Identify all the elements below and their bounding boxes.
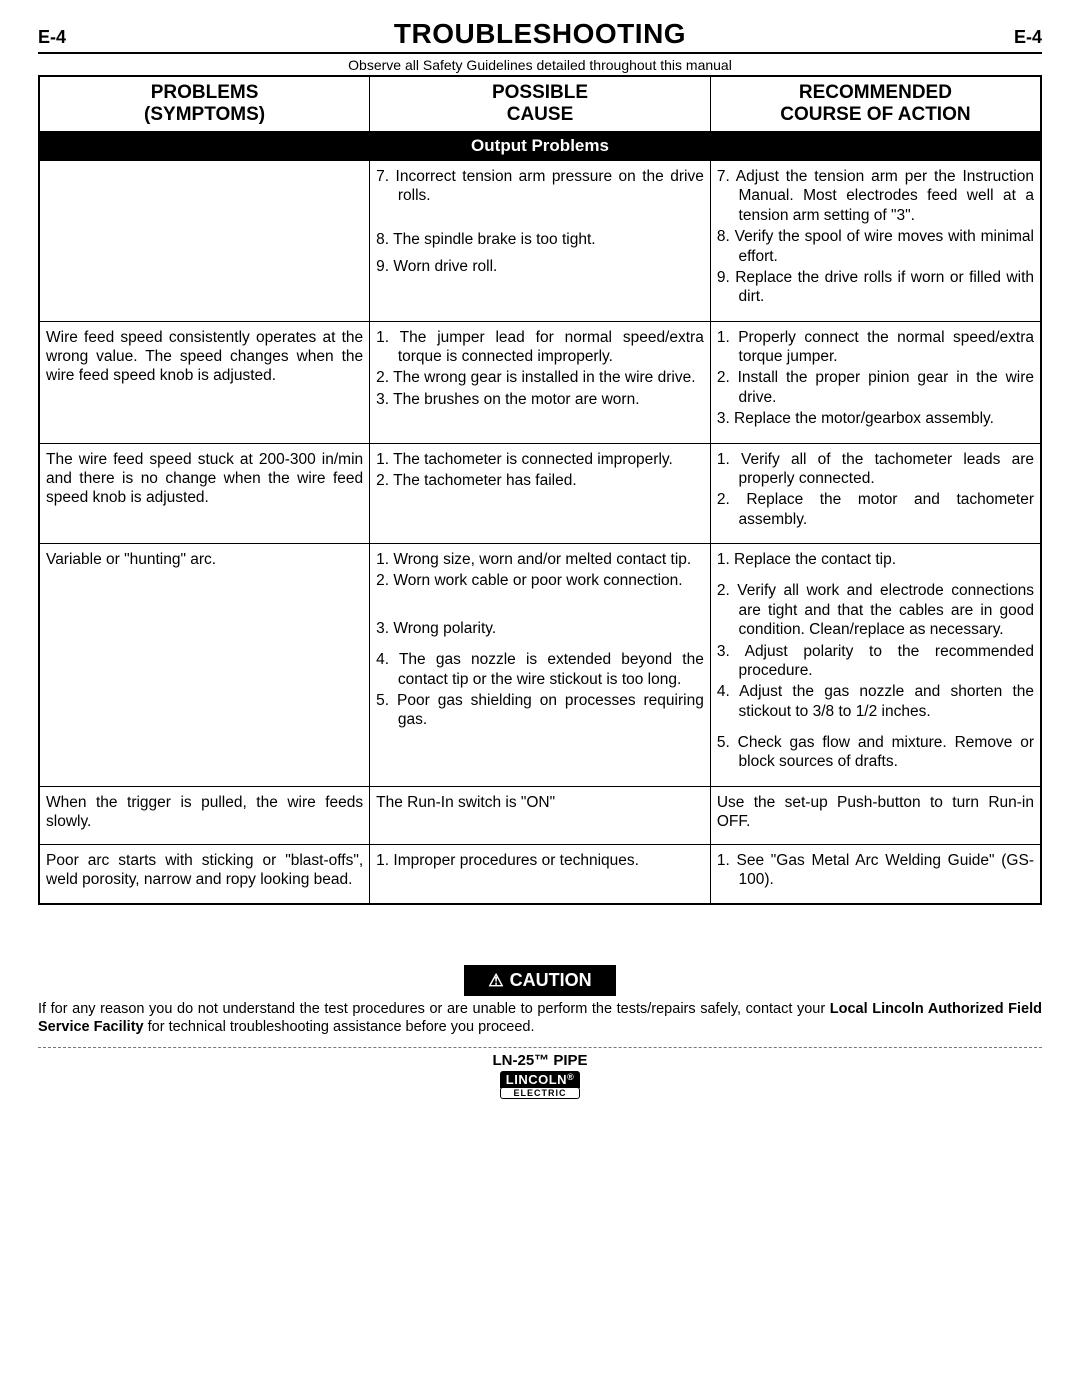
col-header-cause: POSSIBLE CAUSE	[370, 76, 711, 132]
action-item: 3. Replace the motor/gearbox assembly.	[717, 409, 1034, 428]
col-header-action-l1: RECOMMENDED	[799, 82, 952, 103]
col-header-problems: PROBLEMS (SYMPTOMS)	[39, 76, 370, 132]
col-header-action-l2: COURSE OF ACTION	[780, 104, 970, 125]
action-item: 2. Install the proper pinion gear in the…	[717, 368, 1034, 407]
cause-cell: 7. Incorrect tension arm pressure on the…	[370, 161, 711, 322]
cause-cell: The Run-In switch is "ON"	[370, 786, 711, 844]
action-cell: 1. See "Gas Metal Arc Welding Guide" (GS…	[710, 844, 1041, 904]
cause-item: 1. Wrong size, worn and/or melted contac…	[376, 550, 704, 569]
table-row: The wire feed speed stuck at 200-300 in/…	[39, 443, 1041, 544]
symptom-cell: Wire feed speed consistently operates at…	[39, 321, 370, 443]
page-number-right: E-4	[1014, 27, 1042, 52]
action-item: 4. Adjust the gas nozzle and shorten the…	[717, 682, 1034, 721]
action-item: 1. Replace the contact tip.	[717, 550, 1034, 569]
action-cell: Use the set-up Push-button to turn Run-i…	[710, 786, 1041, 844]
action-cell: 1. Replace the contact tip. 2. Verify al…	[710, 544, 1041, 787]
cause-item: 1. The tachometer is connected improperl…	[376, 450, 704, 469]
action-item: 3. Adjust polarity to the recommended pr…	[717, 642, 1034, 681]
action-cell: 1. Verify all of the tachometer leads ar…	[710, 443, 1041, 544]
cause-item: 4. The gas nozzle is extended beyond the…	[376, 650, 704, 689]
symptom-text: The wire feed speed stuck at 200-300 in/…	[46, 450, 363, 508]
footer-title: LN-25™ PIPE	[38, 1052, 1042, 1069]
action-cell: 1. Properly connect the normal speed/ext…	[710, 321, 1041, 443]
table-row: Wire feed speed consistently operates at…	[39, 321, 1041, 443]
cause-item: 2. The wrong gear is installed in the wi…	[376, 368, 704, 387]
safety-note: Observe all Safety Guidelines detailed t…	[38, 54, 1042, 75]
col-header-problems-l1: PROBLEMS	[151, 82, 259, 103]
caution-section: ⚠ CAUTION If for any reason you do not un…	[38, 965, 1042, 1036]
col-header-cause-l1: POSSIBLE	[492, 82, 588, 103]
action-text: Use the set-up Push-button to turn Run-i…	[717, 793, 1034, 832]
cause-cell: 1. The tachometer is connected improperl…	[370, 443, 711, 544]
cause-item: 1. Improper procedures or techniques.	[376, 851, 704, 870]
page-root: E-4 TROUBLESHOOTING E-4 Observe all Safe…	[0, 0, 1080, 1130]
cause-item: 2. Worn work cable or poor work connecti…	[376, 571, 704, 590]
symptom-cell: Variable or "hunting" arc.	[39, 544, 370, 787]
action-cell: 7. Adjust the tension arm per the Instru…	[710, 161, 1041, 322]
symptom-cell	[39, 161, 370, 322]
symptom-text: Wire feed speed consistently operates at…	[46, 328, 363, 386]
cause-item: 5. Poor gas shielding on processes requi…	[376, 691, 704, 730]
page-footer: LN-25™ PIPE LINCOLN® ELECTRIC	[38, 1047, 1042, 1100]
col-header-problems-l2: (SYMPTOMS)	[144, 104, 265, 125]
cause-item: 3. The brushes on the motor are worn.	[376, 390, 704, 409]
cause-item: 9. Worn drive roll.	[376, 257, 704, 276]
cause-cell: 1. Improper procedures or techniques.	[370, 844, 711, 904]
action-item: 1. See "Gas Metal Arc Welding Guide" (GS…	[717, 851, 1034, 890]
page-header: E-4 TROUBLESHOOTING E-4	[38, 18, 1042, 54]
action-item: 2. Replace the motor and tachometer asse…	[717, 490, 1034, 529]
cause-item: 1. The jumper lead for normal speed/extr…	[376, 328, 704, 367]
table-row: Variable or "hunting" arc. 1. Wrong size…	[39, 544, 1041, 787]
logo-top: LINCOLN®	[500, 1071, 580, 1088]
caution-text-c: for technical troubleshooting assistance…	[144, 1019, 535, 1035]
col-header-cause-l2: CAUSE	[507, 104, 574, 125]
caution-label: CAUTION	[510, 970, 592, 990]
symptom-cell: Poor arc starts with sticking or "blast-…	[39, 844, 370, 904]
lincoln-logo: LINCOLN® ELECTRIC	[500, 1071, 580, 1099]
page-title: TROUBLESHOOTING	[394, 18, 686, 52]
symptom-cell: The wire feed speed stuck at 200-300 in/…	[39, 443, 370, 544]
action-item: 5. Check gas flow and mixture. Remove or…	[717, 733, 1034, 772]
cause-cell: 1. Wrong size, worn and/or melted contac…	[370, 544, 711, 787]
table-row: When the trigger is pulled, the wire fee…	[39, 786, 1041, 844]
caution-text: If for any reason you do not understand …	[38, 1000, 1042, 1036]
caution-text-a: If for any reason you do not understand …	[38, 1001, 830, 1017]
action-item: 1. Properly connect the normal speed/ext…	[717, 328, 1034, 367]
cause-cell: 1. The jumper lead for normal speed/extr…	[370, 321, 711, 443]
col-header-action: RECOMMENDED COURSE OF ACTION	[710, 76, 1041, 132]
cause-item: 7. Incorrect tension arm pressure on the…	[376, 167, 704, 206]
section-header-row: Output Problems	[39, 132, 1041, 161]
section-header: Output Problems	[39, 132, 1041, 161]
action-item: 7. Adjust the tension arm per the Instru…	[717, 167, 1034, 225]
cause-item: 3. Wrong polarity.	[376, 619, 704, 638]
action-item: 8. Verify the spool of wire moves with m…	[717, 227, 1034, 266]
symptom-text: When the trigger is pulled, the wire fee…	[46, 793, 363, 832]
logo-top-text: LINCOLN	[506, 1072, 567, 1087]
warning-triangle-icon: ⚠	[488, 971, 503, 991]
action-item: 1. Verify all of the tachometer leads ar…	[717, 450, 1034, 489]
registered-icon: ®	[567, 1072, 574, 1082]
page-number-left: E-4	[38, 27, 66, 52]
cause-item: 2. The tachometer has failed.	[376, 471, 704, 490]
cause-item: 8. The spindle brake is too tight.	[376, 230, 704, 249]
logo-bot: ELECTRIC	[500, 1087, 580, 1099]
troubleshooting-table: PROBLEMS (SYMPTOMS) POSSIBLE CAUSE RECOM…	[38, 75, 1042, 905]
symptom-cell: When the trigger is pulled, the wire fee…	[39, 786, 370, 844]
caution-box: ⚠ CAUTION	[464, 965, 615, 996]
table-row: 7. Incorrect tension arm pressure on the…	[39, 161, 1041, 322]
symptom-text: Poor arc starts with sticking or "blast-…	[46, 851, 363, 890]
action-item: 2. Verify all work and electrode connect…	[717, 581, 1034, 639]
table-row: Poor arc starts with sticking or "blast-…	[39, 844, 1041, 904]
action-item: 9. Replace the drive rolls if worn or fi…	[717, 268, 1034, 307]
